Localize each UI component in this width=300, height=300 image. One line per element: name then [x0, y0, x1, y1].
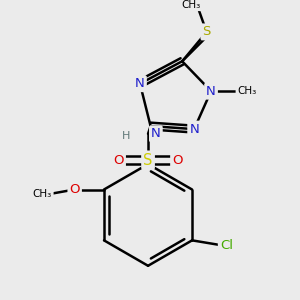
Text: Cl: Cl [220, 239, 233, 252]
Text: N: N [189, 123, 199, 136]
Text: N: N [151, 127, 161, 140]
Text: O: O [172, 154, 183, 167]
Text: CH₃: CH₃ [237, 86, 256, 96]
Text: S: S [202, 26, 211, 38]
Text: H: H [122, 131, 131, 141]
Text: O: O [113, 154, 124, 167]
Text: N: N [135, 77, 145, 90]
Text: N: N [206, 85, 216, 98]
Text: O: O [69, 183, 80, 196]
Text: CH₃: CH₃ [33, 189, 52, 200]
Text: S: S [143, 153, 153, 168]
Text: CH₃: CH₃ [181, 0, 201, 10]
